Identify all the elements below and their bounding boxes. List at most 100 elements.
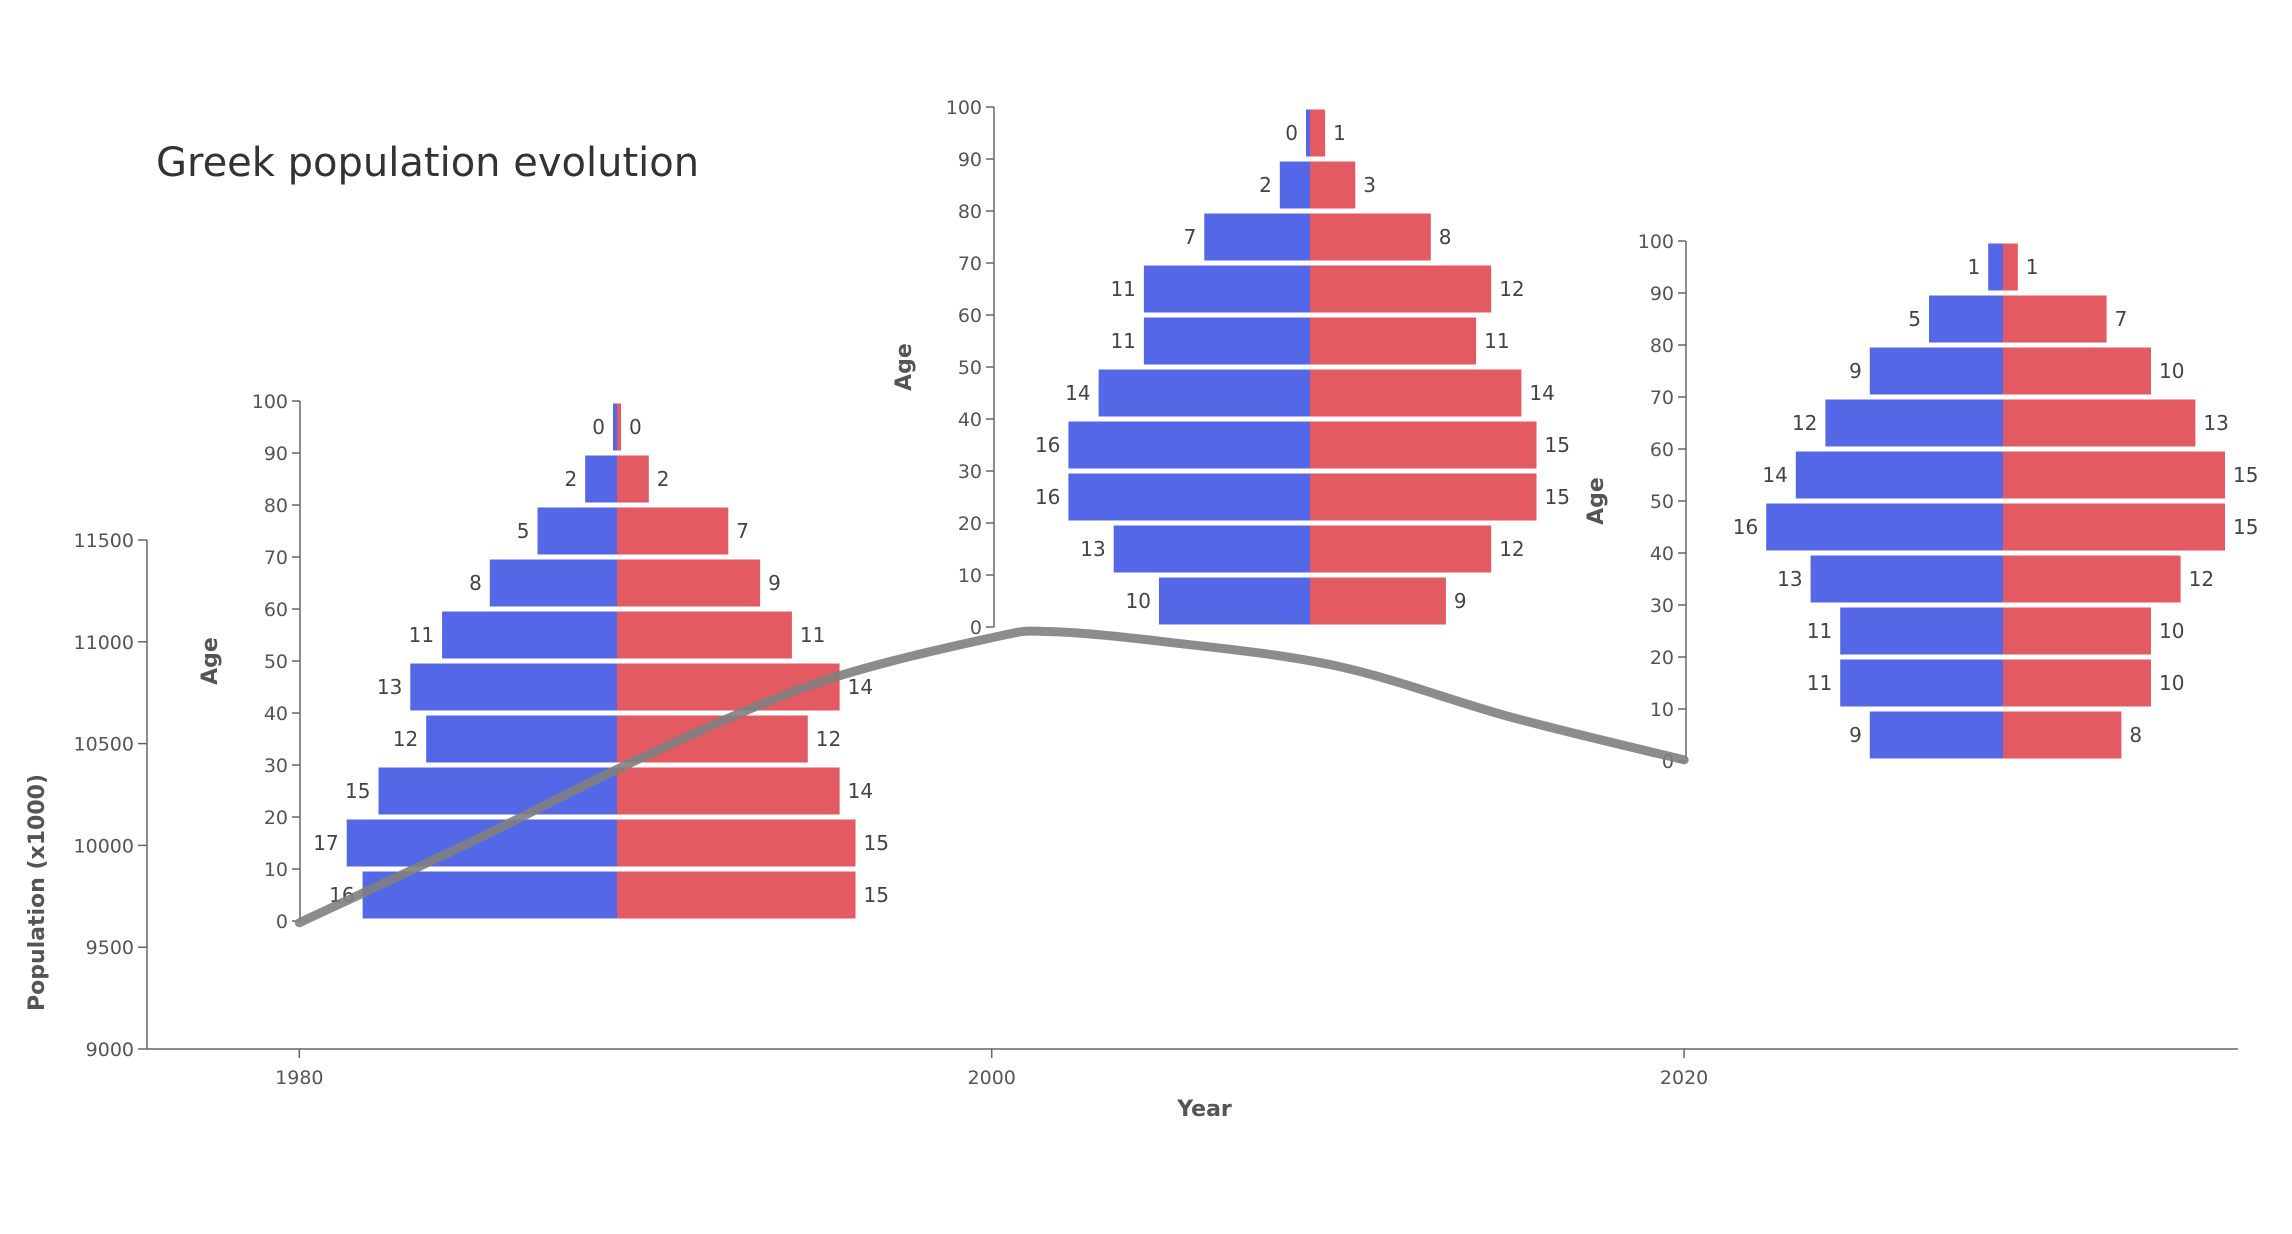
pyramid-age-tick-label: 60 (1650, 439, 1674, 461)
x-tick-label: 2000 (968, 1067, 1016, 1089)
male-bar (1279, 161, 1310, 209)
female-bar (1310, 161, 1356, 209)
pyramid-age-title: Age (198, 637, 223, 685)
female-bar-label: 1 (1333, 121, 1346, 145)
pyramid-age-tick-label: 90 (958, 149, 982, 171)
male-bar-label: 12 (1792, 411, 1817, 435)
male-bar-label: 12 (393, 727, 418, 751)
female-bar (2003, 503, 2225, 551)
male-bar-label: 11 (1807, 671, 1832, 695)
female-bar (617, 455, 649, 503)
female-bar (2003, 243, 2018, 291)
female-bar-label: 11 (1484, 329, 1509, 353)
female-bar (617, 559, 761, 607)
pyramid-age-tick-label: 20 (1650, 647, 1674, 669)
female-bar (2003, 711, 2122, 759)
female-bar-label: 15 (864, 883, 889, 907)
male-bar (1159, 577, 1310, 625)
male-bar-label: 16 (1035, 433, 1060, 457)
pyramid-age-tick-label: 60 (264, 599, 288, 621)
female-bar-label: 12 (1499, 277, 1524, 301)
male-bar-label: 15 (345, 779, 370, 803)
female-bar-label: 11 (800, 623, 825, 647)
male-bar-label: 7 (1184, 225, 1197, 249)
female-bar-label: 12 (2189, 567, 2214, 591)
male-bar-label: 13 (1080, 537, 1105, 561)
male-bar-label: 1 (1967, 255, 1980, 279)
pyramid-age-tick-label: 70 (958, 253, 982, 275)
male-bar (1113, 525, 1310, 573)
x-tick-label: 2020 (1660, 1067, 1708, 1089)
female-bar-label: 15 (1545, 433, 1570, 457)
pyramid-age-tick-label: 20 (958, 513, 982, 535)
male-bar (1306, 109, 1310, 157)
female-bar-label: 3 (1363, 173, 1376, 197)
pyramid-age-tick-label: 10 (958, 565, 982, 587)
y-tick-label: 9500 (86, 937, 134, 959)
male-bar-label: 16 (1035, 485, 1060, 509)
male-bar (1840, 607, 2003, 655)
female-bar-label: 15 (864, 831, 889, 855)
male-bar-label: 11 (1807, 619, 1832, 643)
female-bar (1310, 317, 1477, 365)
female-bar (617, 507, 729, 555)
female-bar (1310, 265, 1492, 313)
y-tick-label: 10500 (74, 734, 134, 756)
male-bar-label: 11 (1110, 329, 1135, 353)
male-bar-label: 10 (1126, 589, 1151, 613)
male-bar (537, 507, 617, 555)
chart-title: Greek population evolution (156, 140, 700, 186)
male-bar-label: 8 (469, 571, 482, 595)
male-bar-label: 2 (1259, 173, 1272, 197)
female-bar (617, 819, 856, 867)
female-bar-label: 15 (2233, 463, 2258, 487)
pyramid-age-tick-label: 80 (1650, 335, 1674, 357)
male-bar (585, 455, 617, 503)
pyramid-age-tick-label: 10 (1650, 699, 1674, 721)
pyramid-age-tick-label: 40 (1650, 543, 1674, 565)
female-bar-label: 10 (2159, 359, 2184, 383)
male-bar-label: 14 (1065, 381, 1090, 405)
female-bar (1310, 577, 1446, 625)
female-bar-label: 9 (768, 571, 781, 595)
female-bar (617, 871, 856, 919)
pyramid-age-tick-label: 0 (276, 911, 288, 933)
male-bar (1098, 369, 1310, 417)
female-bar-label: 1 (2026, 255, 2039, 279)
female-bar-label: 14 (848, 675, 873, 699)
female-bar-label: 10 (2159, 671, 2184, 695)
male-bar (346, 819, 617, 867)
pyramid-age-tick-label: 70 (264, 547, 288, 569)
pyramid-age-tick-label: 90 (1650, 283, 1674, 305)
male-bar-label: 2 (564, 467, 577, 491)
female-bar (2003, 399, 2196, 447)
male-bar (442, 611, 617, 659)
female-bar-label: 12 (1499, 537, 1524, 561)
female-bar (2003, 347, 2151, 395)
male-bar-label: 16 (1733, 515, 1758, 539)
male-bar-label: 13 (1777, 567, 1802, 591)
pyramid-age-tick-label: 20 (264, 807, 288, 829)
pyramid-age-tick-label: 40 (958, 409, 982, 431)
pyramid-age-tick-label: 100 (1638, 231, 1674, 253)
pyramid-age-tick-label: 80 (264, 495, 288, 517)
y-tick-label: 9000 (86, 1039, 134, 1061)
male-bar (1766, 503, 2003, 551)
female-bar-label: 8 (2129, 723, 2142, 747)
pyramid-age-tick-label: 100 (252, 391, 288, 413)
female-bar-label: 7 (2115, 307, 2128, 331)
pyramid-age-tick-label: 50 (264, 651, 288, 673)
male-bar-label: 11 (1110, 277, 1135, 301)
female-bar (1310, 213, 1431, 261)
male-bar-label: 17 (313, 831, 338, 855)
pyramid-age-tick-label: 10 (264, 859, 288, 881)
female-bar (2003, 295, 2107, 343)
y-tick-label: 11500 (74, 530, 134, 552)
male-bar (362, 871, 617, 919)
pyramid-age-tick-label: 60 (958, 305, 982, 327)
male-bar (1988, 243, 2003, 291)
male-bar (489, 559, 617, 607)
male-bar-label: 13 (377, 675, 402, 699)
female-bar-label: 14 (1529, 381, 1554, 405)
